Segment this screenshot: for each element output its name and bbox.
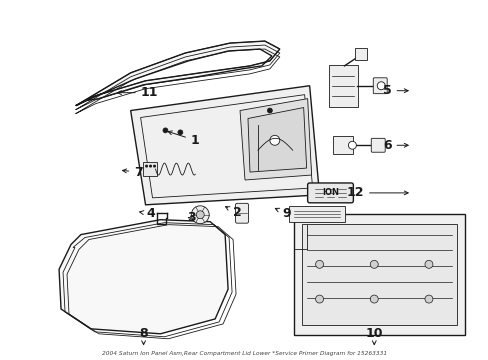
- Circle shape: [292, 138, 297, 143]
- Circle shape: [178, 130, 183, 135]
- Circle shape: [424, 260, 432, 268]
- Polygon shape: [240, 99, 311, 180]
- Circle shape: [347, 141, 356, 149]
- Text: 6: 6: [382, 139, 407, 152]
- Circle shape: [424, 295, 432, 303]
- Circle shape: [369, 260, 377, 268]
- FancyBboxPatch shape: [372, 78, 386, 94]
- Circle shape: [269, 135, 279, 145]
- Text: 3: 3: [186, 211, 195, 224]
- Text: 10: 10: [365, 327, 382, 345]
- FancyBboxPatch shape: [355, 48, 366, 60]
- Text: 7: 7: [122, 166, 142, 179]
- Circle shape: [376, 82, 385, 90]
- Text: 1: 1: [168, 131, 199, 147]
- Text: ION: ION: [322, 188, 338, 197]
- Circle shape: [149, 165, 152, 168]
- Polygon shape: [76, 41, 279, 105]
- FancyBboxPatch shape: [301, 224, 456, 325]
- Circle shape: [163, 128, 167, 133]
- Circle shape: [153, 165, 156, 168]
- FancyBboxPatch shape: [333, 136, 353, 154]
- FancyBboxPatch shape: [288, 206, 345, 222]
- FancyBboxPatch shape: [307, 183, 353, 203]
- Circle shape: [369, 295, 377, 303]
- Text: 2: 2: [225, 206, 241, 219]
- Text: 5: 5: [382, 84, 407, 97]
- Text: 9: 9: [275, 207, 290, 220]
- FancyBboxPatch shape: [235, 203, 248, 223]
- Text: 12: 12: [346, 186, 407, 199]
- Circle shape: [196, 211, 204, 219]
- FancyBboxPatch shape: [293, 214, 464, 335]
- Text: 11: 11: [118, 86, 158, 99]
- Text: 4: 4: [140, 207, 155, 220]
- Text: 8: 8: [139, 327, 147, 345]
- Circle shape: [315, 260, 323, 268]
- Circle shape: [145, 165, 148, 168]
- FancyBboxPatch shape: [142, 162, 156, 176]
- Circle shape: [286, 113, 292, 118]
- FancyBboxPatch shape: [328, 65, 358, 107]
- Circle shape: [315, 295, 323, 303]
- Polygon shape: [130, 86, 319, 205]
- Polygon shape: [247, 108, 306, 172]
- FancyBboxPatch shape: [370, 138, 385, 152]
- Polygon shape: [59, 220, 227, 334]
- Circle shape: [267, 108, 272, 113]
- Circle shape: [191, 206, 209, 224]
- Text: 2004 Saturn Ion Panel Asm,Rear Compartment Lid Lower *Service Primer Diagram for: 2004 Saturn Ion Panel Asm,Rear Compartme…: [102, 351, 386, 356]
